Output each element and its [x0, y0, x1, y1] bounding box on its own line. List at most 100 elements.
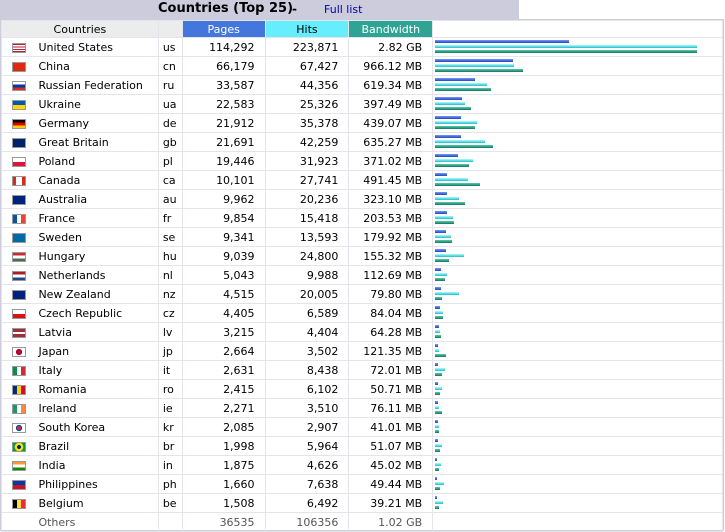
hits-bar — [435, 482, 445, 485]
flag-cell — [1, 208, 32, 228]
pages-bar — [435, 477, 438, 480]
pages-value: 66,179 — [181, 56, 266, 76]
hits-value: 20,005 — [264, 284, 350, 304]
bandwidth-value: 179.92 MB — [348, 227, 434, 247]
hits-bar — [435, 178, 468, 181]
bandwidth-bar — [435, 50, 698, 53]
bandwidth-bar — [435, 221, 454, 224]
flag-cell — [1, 56, 32, 76]
flag-cell — [1, 75, 32, 95]
flag-ru-icon — [12, 80, 26, 91]
bandwidth-value: 51.07 MB — [348, 436, 434, 456]
table-body: United States us 114,292 223,871 2.82 GB Chin… — [1, 37, 723, 532]
graph-cell — [432, 189, 723, 209]
flag-nl-icon — [12, 270, 26, 281]
pages-value: 22,583 — [181, 94, 266, 114]
bandwidth-bar — [435, 126, 476, 129]
hits-bar — [435, 273, 447, 276]
table-row: Sweden se 9,341 13,593 179.92 MB — [1, 227, 723, 247]
flag-ph-icon — [12, 479, 26, 490]
bandwidth-value: 203.53 MB — [348, 208, 434, 228]
pages-bar — [435, 59, 513, 62]
pages-value: 10,101 — [181, 170, 266, 190]
bandwidth-value: 49.44 MB — [348, 474, 434, 494]
table-row: Czech Republic cz 4,405 6,589 84.04 MB — [1, 303, 723, 323]
pages-bar — [435, 97, 462, 100]
country-code: lv — [157, 322, 183, 342]
flag-cell — [1, 417, 32, 437]
graph-cell — [432, 493, 723, 513]
country-code: jp — [157, 341, 183, 361]
hits-value: 31,923 — [264, 151, 350, 171]
bandwidth-bar — [435, 411, 443, 414]
hits-value: 27,741 — [264, 170, 350, 190]
country-name: Czech Republic — [31, 303, 159, 323]
graph-cell — [432, 474, 723, 494]
country-code: cn — [157, 56, 183, 76]
hits-bar — [435, 406, 440, 409]
table-row: United States us 114,292 223,871 2.82 GB — [1, 37, 723, 57]
flag-cell — [1, 132, 32, 152]
bandwidth-bar — [435, 88, 492, 91]
table-row: China cn 66,179 67,427 966.12 MB — [1, 56, 723, 76]
others-row: Others 36535 106356 1.02 GB — [1, 512, 723, 532]
bandwidth-bar — [435, 240, 452, 243]
hits-bar — [435, 121, 477, 124]
country-name: United States — [31, 37, 159, 57]
bandwidth-value: 72.01 MB — [348, 360, 434, 380]
country-name: Russian Federation — [31, 75, 159, 95]
bandwidth-value: 491.45 MB — [348, 170, 434, 190]
country-name: Italy — [31, 360, 159, 380]
hits-value: 6,102 — [264, 379, 350, 399]
full-list-link[interactable]: Full list — [324, 3, 363, 16]
graph-cell — [432, 417, 723, 437]
pages-value: 1,875 — [181, 455, 266, 475]
flag-cell — [1, 113, 32, 133]
table-header-row: Countries Pages Hits Bandwidth — [1, 20, 723, 38]
bandwidth-value: 39.21 MB — [348, 493, 434, 513]
pages-bar — [435, 363, 439, 366]
table-row: France fr 9,854 15,418 203.53 MB — [1, 208, 723, 228]
column-header-bandwidth: Bandwidth — [348, 20, 434, 38]
country-code: br — [157, 436, 183, 456]
pages-value: 2,085 — [181, 417, 266, 437]
flag-au-icon — [12, 194, 26, 205]
country-name: France — [31, 208, 159, 228]
graph-cell — [432, 37, 723, 57]
country-code: ua — [157, 94, 183, 114]
country-name: Belgium — [31, 493, 159, 513]
graph-cell — [432, 170, 723, 190]
country-code: cz — [157, 303, 183, 323]
bandwidth-bar — [435, 183, 480, 186]
pages-bar — [435, 173, 448, 176]
flag-it-icon — [12, 365, 26, 376]
graph-cell — [432, 303, 723, 323]
flag-de-icon — [12, 118, 26, 129]
country-code: se — [157, 227, 183, 247]
pages-bar — [435, 230, 447, 233]
table-row: Great Britain gb 21,691 42,259 635.27 MB — [1, 132, 723, 152]
bandwidth-value: 45.02 MB — [348, 455, 434, 475]
flag-cz-icon — [12, 308, 26, 319]
hits-bar — [435, 292, 459, 295]
others-hits: 106356 — [264, 512, 350, 532]
hits-value: 15,418 — [264, 208, 350, 228]
flag-cell — [1, 436, 32, 456]
graph-cell — [432, 360, 723, 380]
hits-bar — [435, 311, 443, 314]
hits-bar — [435, 159, 473, 162]
countries-table: Countries Pages Hits Bandwidth United St… — [1, 20, 723, 532]
bandwidth-bar — [435, 278, 446, 281]
bandwidth-bar — [435, 392, 440, 395]
table-row: Canada ca 10,101 27,741 491.45 MB — [1, 170, 723, 190]
country-name: Latvia — [31, 322, 159, 342]
flag-ro-icon — [12, 384, 26, 395]
hits-bar — [435, 387, 443, 390]
others-code-empty — [157, 512, 183, 532]
bandwidth-value: 2.82 GB — [348, 37, 434, 57]
bandwidth-value: 76.11 MB — [348, 398, 434, 418]
graph-cell — [432, 113, 723, 133]
bandwidth-bar — [435, 468, 440, 471]
flag-ie-icon — [12, 403, 26, 414]
country-code: kr — [157, 417, 183, 437]
